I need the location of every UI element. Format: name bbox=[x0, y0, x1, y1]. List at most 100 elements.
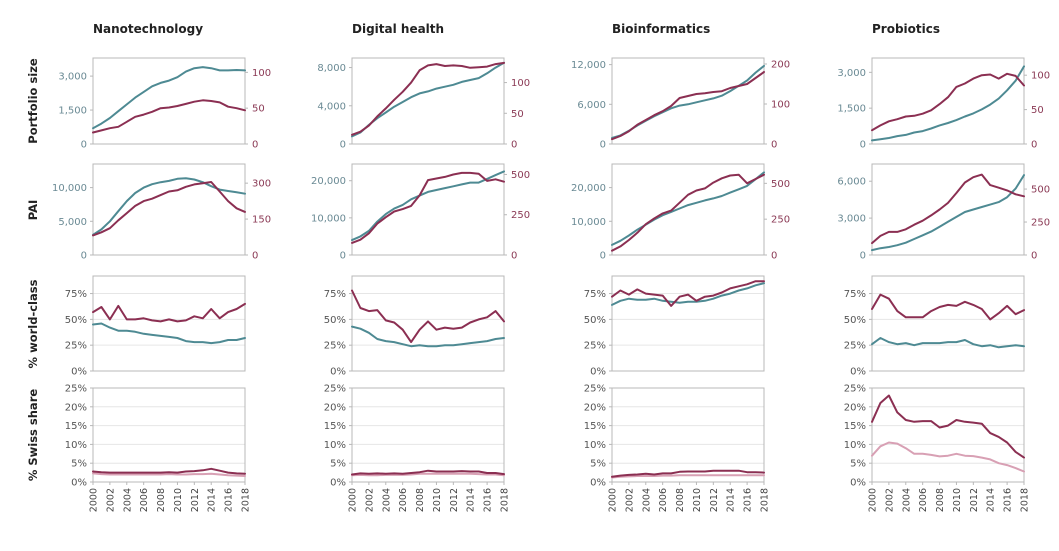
x-tick-label-bioinformatics-swiss-share-2008: 2008 bbox=[675, 488, 686, 512]
series-line-probiotics-portfolio-size-1 bbox=[871, 72, 1025, 132]
series-line-bioinformatics-portfolio-size-1 bbox=[611, 71, 765, 141]
y-tick-label-digital-health-portfolio-size-0: 0 bbox=[340, 140, 346, 151]
series-line-digital-health-portfolio-size-0 bbox=[351, 61, 505, 138]
y-tick-label-digital-health-pai-0: 0 bbox=[340, 251, 346, 262]
x-tick-label-bioinformatics-swiss-share-2006: 2006 bbox=[658, 488, 669, 512]
y-tick-label-bioinformatics-portfolio-size-2: 12,000 bbox=[571, 60, 606, 71]
y-tick-label-probiotics-swiss-share-2: 10% bbox=[844, 440, 866, 451]
y-tick-label-probiotics-world-class-0: 0% bbox=[850, 367, 866, 378]
x-tick-label-bioinformatics-swiss-share-2002: 2002 bbox=[624, 488, 635, 512]
x-tick-label-probiotics-swiss-share-2016: 2016 bbox=[1003, 488, 1014, 512]
panel-probiotics-swiss-share: 0% 5% 10% 15% 20% 25% 2000 2002 2004 2006 2008 2010… bbox=[844, 384, 1031, 513]
y-tick-label-nanotechnology-swiss-share-2: 10% bbox=[65, 440, 87, 451]
x-tick-label-nanotechnology-swiss-share-2012: 2012 bbox=[190, 488, 201, 512]
column-title-nanotechnology: Nanotechnology bbox=[93, 22, 203, 36]
panel-bioinformatics-pai: 0 10,000 20,000 0 250 500 bbox=[571, 163, 790, 262]
y-tick-label-nanotechnology-world-class-1: 25% bbox=[65, 341, 87, 352]
y2-tick-label-probiotics-pai-2: 500 bbox=[1031, 185, 1050, 196]
plot-frame-bioinformatics-pai bbox=[611, 163, 765, 256]
y2-tick-label-digital-health-pai-0: 0 bbox=[511, 251, 517, 262]
y-tick-label-probiotics-pai-0: 0 bbox=[860, 251, 866, 262]
y-tick-label-probiotics-swiss-share-0: 0% bbox=[850, 478, 866, 489]
y-tick-label-digital-health-swiss-share-2: 10% bbox=[324, 440, 346, 451]
y-tick-label-probiotics-pai-2: 6,000 bbox=[837, 177, 866, 188]
series-line-bioinformatics-pai-0 bbox=[611, 171, 765, 246]
series-line-digital-health-world-class-1 bbox=[351, 289, 505, 344]
x-tick-label-nanotechnology-swiss-share-2006: 2006 bbox=[139, 488, 150, 512]
y-tick-label-probiotics-portfolio-size-2: 3,000 bbox=[837, 68, 866, 79]
y-tick-label-probiotics-swiss-share-3: 15% bbox=[844, 421, 866, 432]
y2-tick-label-probiotics-pai-0: 0 bbox=[1031, 251, 1037, 262]
column-title-digital-health: Digital health bbox=[352, 22, 444, 36]
y-tick-label-bioinformatics-pai-1: 10,000 bbox=[571, 217, 606, 228]
y2-tick-label-nanotechnology-portfolio-size-0: 0 bbox=[252, 140, 258, 151]
x-tick-label-probiotics-swiss-share-2000: 2000 bbox=[868, 488, 879, 512]
x-tick-label-bioinformatics-swiss-share-2012: 2012 bbox=[709, 488, 720, 512]
panel-probiotics-portfolio-size: 0 1,500 3,000 0 50 100 bbox=[837, 57, 1050, 151]
series-line-bioinformatics-pai-1 bbox=[611, 173, 765, 252]
y-tick-label-bioinformatics-world-class-3: 75% bbox=[584, 289, 606, 300]
x-tick-label-nanotechnology-swiss-share-2004: 2004 bbox=[122, 488, 133, 512]
plot-frame-digital-health-swiss-share bbox=[351, 387, 505, 483]
y-tick-label-nanotechnology-swiss-share-5: 25% bbox=[65, 384, 87, 395]
series-line-probiotics-world-class-1 bbox=[871, 293, 1025, 321]
x-tick-label-digital-health-swiss-share-2002: 2002 bbox=[364, 488, 375, 512]
series-line-digital-health-pai-0 bbox=[351, 170, 505, 242]
y-tick-label-bioinformatics-world-class-2: 50% bbox=[584, 315, 606, 326]
series-line-bioinformatics-swiss-share-0 bbox=[611, 474, 765, 479]
y-tick-label-digital-health-world-class-1: 25% bbox=[324, 341, 346, 352]
x-tick-label-bioinformatics-swiss-share-2016: 2016 bbox=[743, 488, 754, 512]
panel-bioinformatics-swiss-share: 0% 5% 10% 15% 20% 25% 2000 2002 2004 2006 2008 2010… bbox=[584, 384, 771, 513]
y-tick-label-digital-health-pai-1: 10,000 bbox=[311, 213, 346, 224]
x-tick-label-probiotics-swiss-share-2008: 2008 bbox=[935, 488, 946, 512]
y-tick-label-nanotechnology-portfolio-size-0: 0 bbox=[81, 140, 87, 151]
y2-tick-label-nanotechnology-pai-0: 0 bbox=[252, 251, 258, 262]
y2-tick-label-probiotics-portfolio-size-2: 100 bbox=[1031, 71, 1050, 82]
plot-frame-probiotics-pai bbox=[871, 163, 1025, 256]
plot-frame-probiotics-portfolio-size bbox=[871, 57, 1025, 145]
series-line-probiotics-swiss-share-0 bbox=[871, 441, 1025, 473]
series-line-digital-health-pai-1 bbox=[351, 171, 505, 244]
y-tick-label-nanotechnology-pai-0: 0 bbox=[81, 251, 87, 262]
row-label-pai: PAI bbox=[26, 200, 40, 221]
y2-tick-label-probiotics-portfolio-size-1: 50 bbox=[1031, 105, 1044, 116]
series-line-bioinformatics-world-class-1 bbox=[611, 280, 765, 307]
plot-frame-bioinformatics-world-class bbox=[611, 275, 765, 372]
series-line-digital-health-swiss-share-1 bbox=[351, 469, 505, 476]
y-tick-label-bioinformatics-world-class-0: 0% bbox=[590, 367, 606, 378]
panel-nanotechnology-portfolio-size: 0 1,500 3,000 0 50 100 bbox=[58, 57, 271, 151]
panel-nanotechnology-pai: 0 5,000 10,000 0 150 300 bbox=[52, 163, 271, 262]
x-tick-label-probiotics-swiss-share-2014: 2014 bbox=[986, 488, 997, 512]
x-tick-label-digital-health-swiss-share-2016: 2016 bbox=[483, 488, 494, 512]
series-line-nanotechnology-world-class-1 bbox=[92, 302, 246, 323]
y-tick-label-bioinformatics-swiss-share-4: 20% bbox=[584, 402, 606, 413]
y-tick-label-nanotechnology-pai-2: 10,000 bbox=[52, 183, 87, 194]
x-tick-label-digital-health-swiss-share-2006: 2006 bbox=[398, 488, 409, 512]
plot-frame-digital-health-world-class bbox=[351, 275, 505, 372]
row-label-world-class: % world-class bbox=[26, 279, 40, 368]
x-tick-label-digital-health-swiss-share-2018: 2018 bbox=[500, 488, 511, 512]
plot-frame-digital-health-pai bbox=[351, 163, 505, 256]
y-tick-label-digital-health-pai-2: 20,000 bbox=[311, 176, 346, 187]
y-tick-label-nanotechnology-world-class-2: 50% bbox=[65, 315, 87, 326]
y-tick-label-nanotechnology-pai-1: 5,000 bbox=[58, 217, 87, 228]
y2-tick-label-nanotechnology-pai-1: 150 bbox=[252, 215, 271, 226]
y2-tick-label-digital-health-portfolio-size-1: 50 bbox=[511, 109, 524, 120]
x-tick-label-digital-health-swiss-share-2008: 2008 bbox=[415, 488, 426, 512]
y-tick-label-probiotics-swiss-share-5: 25% bbox=[844, 384, 866, 395]
x-tick-label-nanotechnology-swiss-share-2018: 2018 bbox=[241, 488, 252, 512]
y2-tick-label-digital-health-portfolio-size-2: 100 bbox=[511, 78, 530, 89]
y-tick-label-nanotechnology-swiss-share-4: 20% bbox=[65, 402, 87, 413]
y2-tick-label-bioinformatics-pai-2: 500 bbox=[771, 179, 790, 190]
series-line-nanotechnology-portfolio-size-0 bbox=[92, 66, 246, 130]
y-tick-label-bioinformatics-pai-2: 20,000 bbox=[571, 183, 606, 194]
x-tick-label-nanotechnology-swiss-share-2000: 2000 bbox=[89, 488, 100, 512]
y-tick-label-digital-health-swiss-share-1: 5% bbox=[330, 459, 346, 470]
y2-tick-label-probiotics-portfolio-size-0: 0 bbox=[1031, 140, 1037, 151]
x-tick-label-digital-health-swiss-share-2010: 2010 bbox=[432, 488, 443, 512]
series-line-nanotechnology-swiss-share-1 bbox=[92, 467, 246, 475]
x-tick-label-digital-health-swiss-share-2004: 2004 bbox=[381, 488, 392, 512]
plot-frame-nanotechnology-portfolio-size bbox=[92, 57, 246, 145]
y-tick-label-probiotics-portfolio-size-1: 1,500 bbox=[837, 104, 866, 115]
panel-nanotechnology-world-class: 0% 25% 50% 75% bbox=[65, 275, 246, 378]
